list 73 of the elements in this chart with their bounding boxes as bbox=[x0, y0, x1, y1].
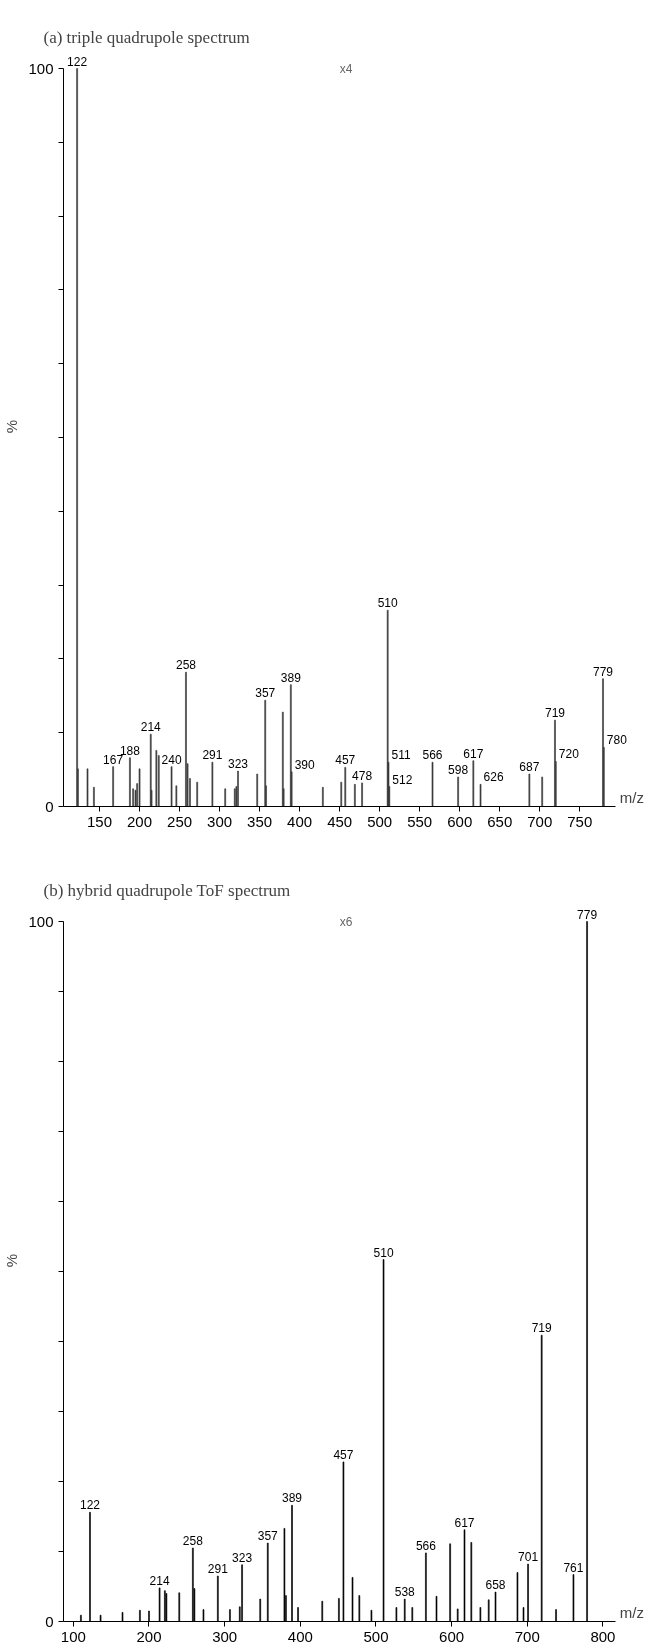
annotation: 538 bbox=[394, 1585, 416, 1600]
y-tick-label: 0 bbox=[45, 797, 54, 815]
annotation: 617 bbox=[454, 1515, 475, 1530]
x-tick-label: 700 bbox=[514, 1627, 540, 1645]
x-tick-label: 800 bbox=[590, 1627, 616, 1645]
annotation: 389 bbox=[280, 670, 302, 685]
annotation: 720 bbox=[558, 747, 580, 762]
y-tick-label: 0 bbox=[45, 1612, 54, 1630]
annotation: 626 bbox=[483, 770, 504, 785]
annotation: x6 bbox=[339, 914, 353, 929]
x-tick-label: 100 bbox=[60, 1627, 86, 1645]
x-tick-label: 400 bbox=[287, 812, 313, 830]
annotation: 357 bbox=[257, 1529, 279, 1544]
annotation: 457 bbox=[335, 753, 356, 768]
x-tick-label: 600 bbox=[447, 812, 473, 830]
annotation: 258 bbox=[182, 1534, 204, 1548]
x-tick-label: 150 bbox=[87, 812, 113, 830]
y-tick-label: 100 bbox=[28, 59, 54, 77]
annotation: 457 bbox=[333, 1447, 354, 1462]
x-axis-title: m/z bbox=[619, 788, 644, 806]
annotation: x4 bbox=[339, 61, 353, 76]
annotation: 687 bbox=[519, 760, 540, 775]
x-tick-label: 500 bbox=[363, 1627, 389, 1645]
x-tick-label: 250 bbox=[167, 812, 193, 830]
annotation: 719 bbox=[531, 1321, 553, 1336]
annotation: 598 bbox=[448, 762, 469, 777]
x-tick-label: 550 bbox=[407, 812, 433, 830]
annotation: 323 bbox=[232, 1550, 253, 1565]
annotation: 701 bbox=[518, 1550, 539, 1565]
x-tick-label: 200 bbox=[127, 812, 153, 830]
annotation: 566 bbox=[415, 1538, 437, 1553]
annotation: 258 bbox=[175, 658, 197, 673]
annotation: 122 bbox=[67, 54, 88, 69]
x-tick-label: 700 bbox=[527, 812, 553, 830]
annotation: 719 bbox=[544, 706, 566, 721]
annotation: 510 bbox=[377, 596, 399, 611]
x-tick-label: 650 bbox=[487, 812, 513, 830]
annotation: 291 bbox=[202, 748, 223, 763]
annotation: 761 bbox=[563, 1560, 584, 1575]
annotation: 511 bbox=[391, 748, 411, 763]
annotation: 122 bbox=[79, 1498, 101, 1513]
y-tick-label: 100 bbox=[28, 912, 54, 930]
x-tick-label: 500 bbox=[367, 812, 393, 830]
x-axis-title: m/z bbox=[619, 1603, 644, 1621]
annotation: 214 bbox=[149, 1573, 170, 1588]
annotation: 323 bbox=[227, 757, 249, 772]
chart-title: (a) triple quadrupole spectrum bbox=[43, 27, 250, 47]
annotation: 240 bbox=[161, 752, 182, 767]
x-tick-label: 300 bbox=[212, 1627, 238, 1645]
annotation: 780 bbox=[606, 733, 628, 748]
annotation: 291 bbox=[207, 1562, 229, 1576]
y-axis-title: % bbox=[3, 419, 21, 434]
annotation: 617 bbox=[463, 746, 484, 761]
annotation: 512 bbox=[392, 772, 413, 787]
x-tick-label: 200 bbox=[136, 1627, 162, 1645]
x-tick-label: 600 bbox=[439, 1627, 465, 1645]
annotation: 779 bbox=[593, 664, 614, 679]
x-tick-label: 750 bbox=[567, 812, 593, 830]
annotation: 390 bbox=[294, 757, 315, 772]
annotation: 658 bbox=[485, 1578, 506, 1593]
x-tick-label: 300 bbox=[207, 812, 233, 830]
x-tick-label: 400 bbox=[287, 1627, 313, 1645]
annotation: 357 bbox=[255, 686, 276, 701]
annotation: 478 bbox=[352, 768, 373, 783]
annotation: 389 bbox=[281, 1491, 303, 1506]
annotation: 566 bbox=[422, 748, 443, 763]
y-axis-title: % bbox=[3, 1253, 21, 1268]
annotation: 214 bbox=[140, 720, 162, 735]
annotation: 779 bbox=[577, 907, 598, 922]
annotation: 510 bbox=[373, 1245, 394, 1260]
x-tick-label: 450 bbox=[327, 812, 353, 830]
x-tick-label: 350 bbox=[247, 812, 273, 830]
chart-title: (b) hybrid quadrupole ToF spectrum bbox=[43, 880, 291, 900]
